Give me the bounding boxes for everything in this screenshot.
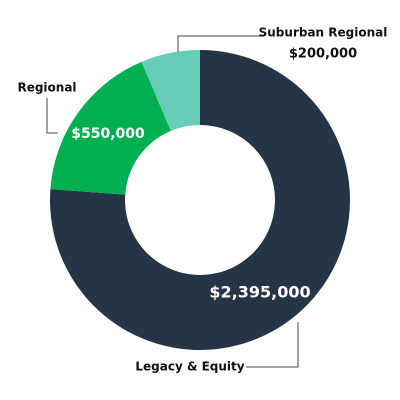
value-label: $2,395,000 xyxy=(209,283,310,302)
leader-line xyxy=(246,322,299,368)
value-label: $550,000 xyxy=(71,126,145,142)
donut-slice xyxy=(141,50,200,131)
leader-line xyxy=(46,98,58,134)
value-label: $200,000 xyxy=(289,47,357,62)
donut-slice xyxy=(50,61,171,195)
donut-slice xyxy=(49,50,351,351)
category-label: Regional xyxy=(17,81,76,95)
leader-line xyxy=(177,35,262,52)
category-label: Suburban Regional xyxy=(259,26,388,40)
category-label: Legacy & Equity xyxy=(135,360,244,374)
